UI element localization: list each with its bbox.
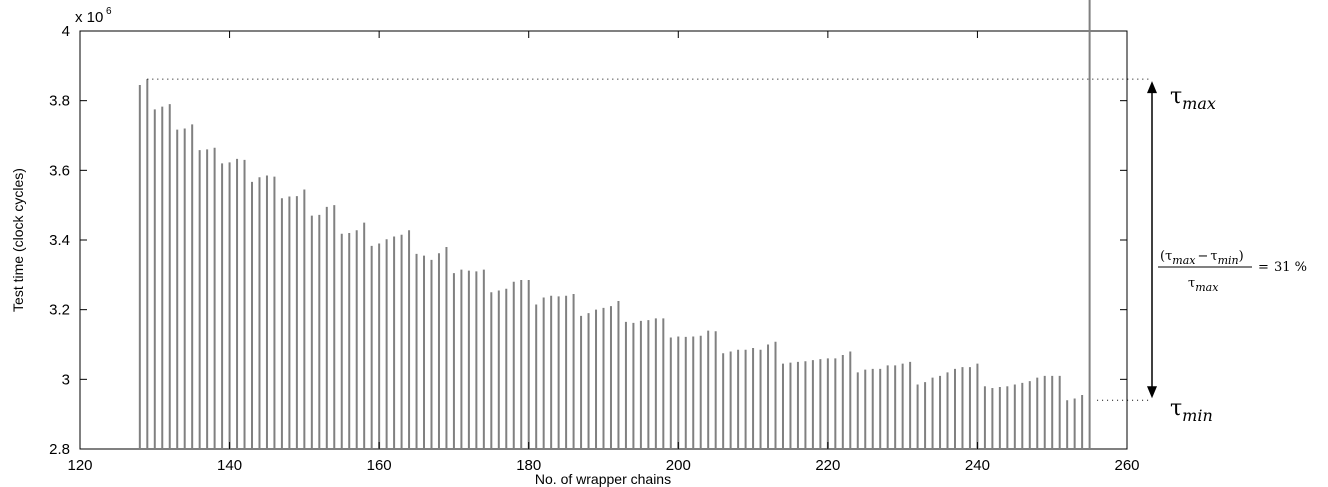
y-tick-label: 3.8 [49,93,70,110]
y-exponent-label: x 10 [75,9,103,26]
y-tick-label: 4 [62,23,70,40]
x-tick-label: 160 [367,457,392,474]
x-tick-label: 220 [815,457,840,474]
y-exponent-power: 6 [106,6,112,17]
svg-text:31 %: 31 % [1274,260,1307,275]
range-formula: (τmax − τmin) τmax = 31 % [1158,249,1307,294]
svg-text:(τmax−τmin): (τmax − τmin) [1160,249,1244,267]
bar-series [138,0,1091,449]
x-tick-label: 180 [516,457,541,474]
x-tick-label: 260 [1114,457,1139,474]
tau-min-label: τmin [1170,396,1213,425]
svg-text:τmax: τmax [1170,84,1216,113]
range-double-arrow [1147,81,1157,399]
x-tick-label: 120 [67,457,92,474]
y-axis-title: Test time (clock cycles) [10,168,26,312]
svg-text:τmin: τmin [1170,396,1213,425]
y-tick-label: 3.6 [49,162,70,179]
y-tick-label: 3 [62,371,70,388]
x-tick-label: 140 [217,457,242,474]
y-axis-ticks: 2.8 3 3.2 3.4 3.6 3.8 4 [49,23,1127,458]
y-tick-label: 3.4 [49,232,70,249]
svg-text:τmax: τmax [1188,276,1219,294]
tau-max-label: τmax [1170,84,1216,113]
y-tick-label: 3.2 [49,302,70,319]
x-axis-title: No. of wrapper chains [535,471,671,487]
y-tick-label: 2.8 [49,441,70,458]
svg-text:=: = [1258,260,1269,275]
x-tick-label: 240 [965,457,990,474]
x-axis-ticks: 120 140 160 180 200 220 240 260 [67,31,1140,474]
x-tick-label: 200 [666,457,691,474]
